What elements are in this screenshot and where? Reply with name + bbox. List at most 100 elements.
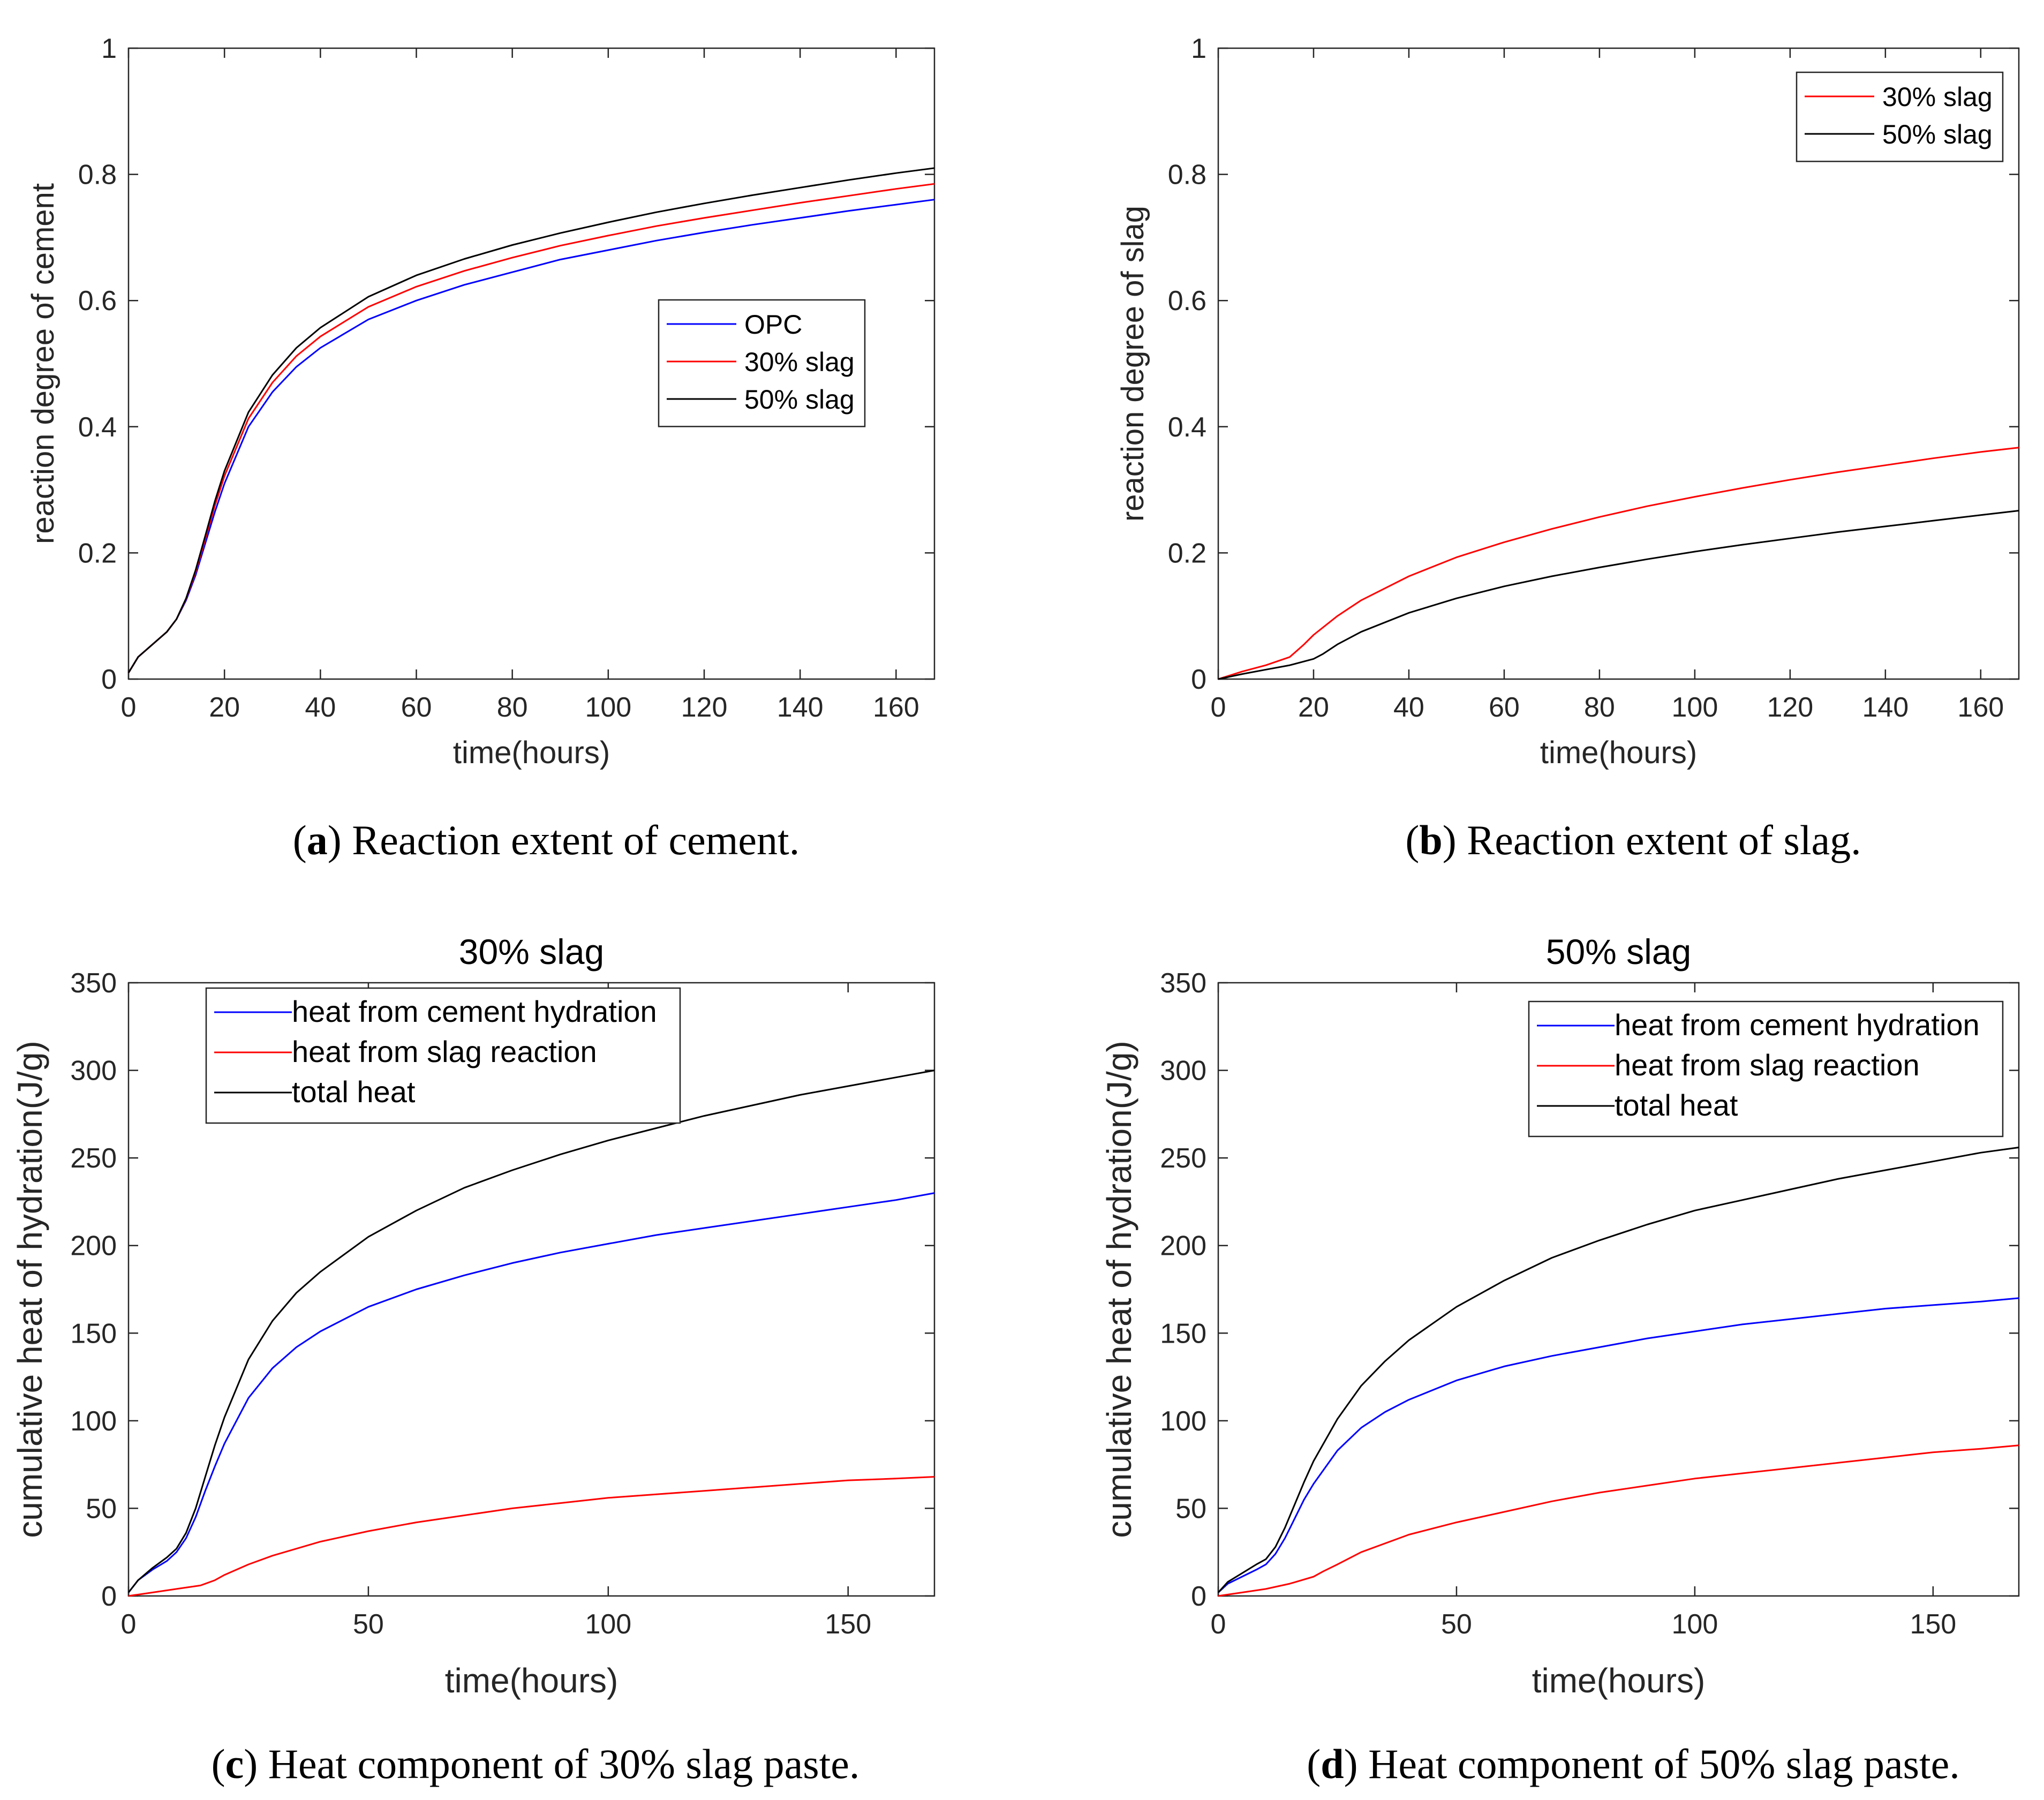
y-tick-label: 0.2: [1168, 538, 1206, 569]
legend-frame: [1796, 71, 2004, 162]
x-tick-label: 0: [1211, 692, 1226, 723]
caption-open-paren: (: [1405, 817, 1419, 863]
legend-entry-label: OPC: [744, 310, 802, 340]
y-tick-label: 0.2: [78, 538, 117, 569]
x-tick-label: 100: [585, 692, 631, 723]
caption-text: Reaction extent of slag.: [1467, 817, 1861, 863]
x-tick-label: 20: [1298, 692, 1329, 723]
y-axis-label: cumulative heat of hydration(J/g): [1100, 1041, 1138, 1538]
y-tick-label: 0: [1191, 664, 1206, 695]
y-tick-label: 350: [1160, 968, 1206, 999]
x-tick-label: 100: [1671, 692, 1718, 723]
series-line-1: [1217, 1297, 2019, 1593]
caption-letter: b: [1419, 817, 1442, 863]
legend-entry-label: 50% slag: [1882, 119, 1993, 149]
x-tick-label: 0: [1211, 1609, 1226, 1640]
x-tick-label: 80: [497, 692, 528, 723]
caption-text: Reaction extent of cement.: [352, 817, 800, 863]
x-tick-label: 50: [353, 1609, 384, 1640]
legend-entry-label: 30% slag: [1882, 82, 1993, 112]
legend-frame: [205, 987, 681, 1124]
caption-text: Heat component of 50% slag paste.: [1368, 1741, 1960, 1787]
caption-close-paren: ): [1344, 1741, 1368, 1787]
legend-entry-label: heat from slag reaction: [1615, 1048, 1920, 1082]
legend-entry-label: 50% slag: [744, 385, 855, 415]
y-tick-label: 50: [1175, 1493, 1206, 1524]
caption-close-paren: ): [328, 817, 352, 863]
y-tick-label: 150: [70, 1318, 117, 1349]
legend: heat from cement hydration heat from slag…: [205, 987, 681, 1124]
x-tick-label: 150: [825, 1609, 871, 1640]
x-tick-label: 150: [1910, 1609, 1956, 1640]
caption-letter: a: [307, 817, 328, 863]
y-tick-label: 0: [101, 664, 117, 695]
y-tick-label: 50: [86, 1493, 117, 1524]
y-tick-label: 150: [1160, 1318, 1206, 1349]
y-tick-label: 200: [70, 1231, 117, 1262]
y-tick-label: 0.6: [78, 285, 117, 317]
y-tick-label: 100: [1160, 1406, 1206, 1437]
panel-caption: (b) Reaction extent of slag.: [1405, 817, 1861, 863]
y-tick-label: 250: [70, 1143, 117, 1174]
x-tick-label: 60: [1489, 692, 1520, 723]
x-tick-label: 100: [1671, 1609, 1718, 1640]
x-tick-label: 0: [121, 692, 137, 723]
chart-panel-d: 0 50 100 150 0 50 100 150 200 250 300 350 time(hours…: [1100, 932, 2020, 1787]
y-axis-label: reaction degree of slag: [1115, 206, 1150, 522]
y-tick-label: 0: [101, 1581, 117, 1612]
legend: OPC 30% slag 50% slag: [658, 299, 866, 427]
x-tick-label: 40: [1393, 692, 1424, 723]
y-tick-label: 0.6: [1168, 285, 1206, 317]
y-tick-label: 200: [1160, 1231, 1206, 1262]
x-tick-label: 120: [1767, 692, 1813, 723]
chart-panel-c: 0 50 100 150 0 50 100 150 200 250 300 350 time(hours…: [11, 932, 936, 1787]
caption-letter: c: [225, 1741, 244, 1787]
plot-area-frame: [127, 47, 936, 680]
legend-frame: [1528, 1000, 2004, 1138]
x-tick-label: 0: [121, 1609, 137, 1640]
x-axis-label: time(hours): [445, 1661, 619, 1700]
y-tick-label: 0.8: [78, 160, 117, 191]
legend: heat from cement hydration heat from slag…: [1528, 1000, 2004, 1138]
x-tick-label: 140: [777, 692, 824, 723]
panel-caption: (d) Heat component of 50% slag paste.: [1307, 1741, 1960, 1787]
y-tick-label: 0.4: [1168, 412, 1206, 443]
legend-entry-label: heat from cement hydration: [1615, 1008, 1980, 1042]
x-tick-label: 140: [1862, 692, 1909, 723]
caption-open-paren: (: [293, 817, 307, 863]
chart-panel-a: 0 20 40 60 80 100 120 140 160 0 0.2 0.4 0.6 0.8 1 time(…: [26, 33, 936, 863]
series-line-3: [127, 167, 935, 673]
x-axis-label: time(hours): [1532, 1661, 1706, 1700]
series-line-1: [1218, 447, 2019, 680]
series-line-1: [127, 199, 935, 673]
x-tick-label: 160: [1957, 692, 2004, 723]
series-line-3: [127, 1070, 935, 1593]
y-tick-label: 300: [1160, 1056, 1206, 1087]
caption-close-paren: ): [1443, 817, 1467, 863]
series-line-2: [128, 1476, 935, 1597]
caption-letter: d: [1321, 1741, 1344, 1787]
y-tick-label: 1: [101, 33, 117, 64]
chart-title: 50% slag: [1546, 932, 1692, 971]
series-line-2: [1218, 1444, 2019, 1597]
y-axis-label: cumulative heat of hydration(J/g): [11, 1041, 49, 1538]
x-tick-label: 120: [681, 692, 728, 723]
series-line-3: [1217, 1147, 2019, 1593]
series-line-1: [127, 1192, 935, 1593]
y-tick-label: 0.8: [1168, 160, 1206, 191]
legend-frame: [658, 299, 866, 427]
x-tick-label: 40: [305, 692, 336, 723]
y-tick-label: 300: [70, 1056, 117, 1087]
x-tick-label: 50: [1441, 1609, 1472, 1640]
legend-entry-label: total heat: [292, 1075, 416, 1109]
x-tick-label: 20: [209, 692, 240, 723]
x-axis-label: time(hours): [1540, 735, 1697, 770]
legend-entry-label: heat from slag reaction: [292, 1035, 597, 1068]
y-tick-label: 250: [1160, 1143, 1206, 1174]
chart-panel-b: 0 20 40 60 80 100 120 140 160 0 0.2 0.4 0.6 0.8 1 time(…: [1115, 33, 2020, 863]
caption-close-paren: ): [244, 1741, 268, 1787]
y-tick-label: 100: [70, 1406, 117, 1437]
legend-entry-label: 30% slag: [744, 347, 855, 377]
legend-entry-label: total heat: [1615, 1088, 1738, 1122]
